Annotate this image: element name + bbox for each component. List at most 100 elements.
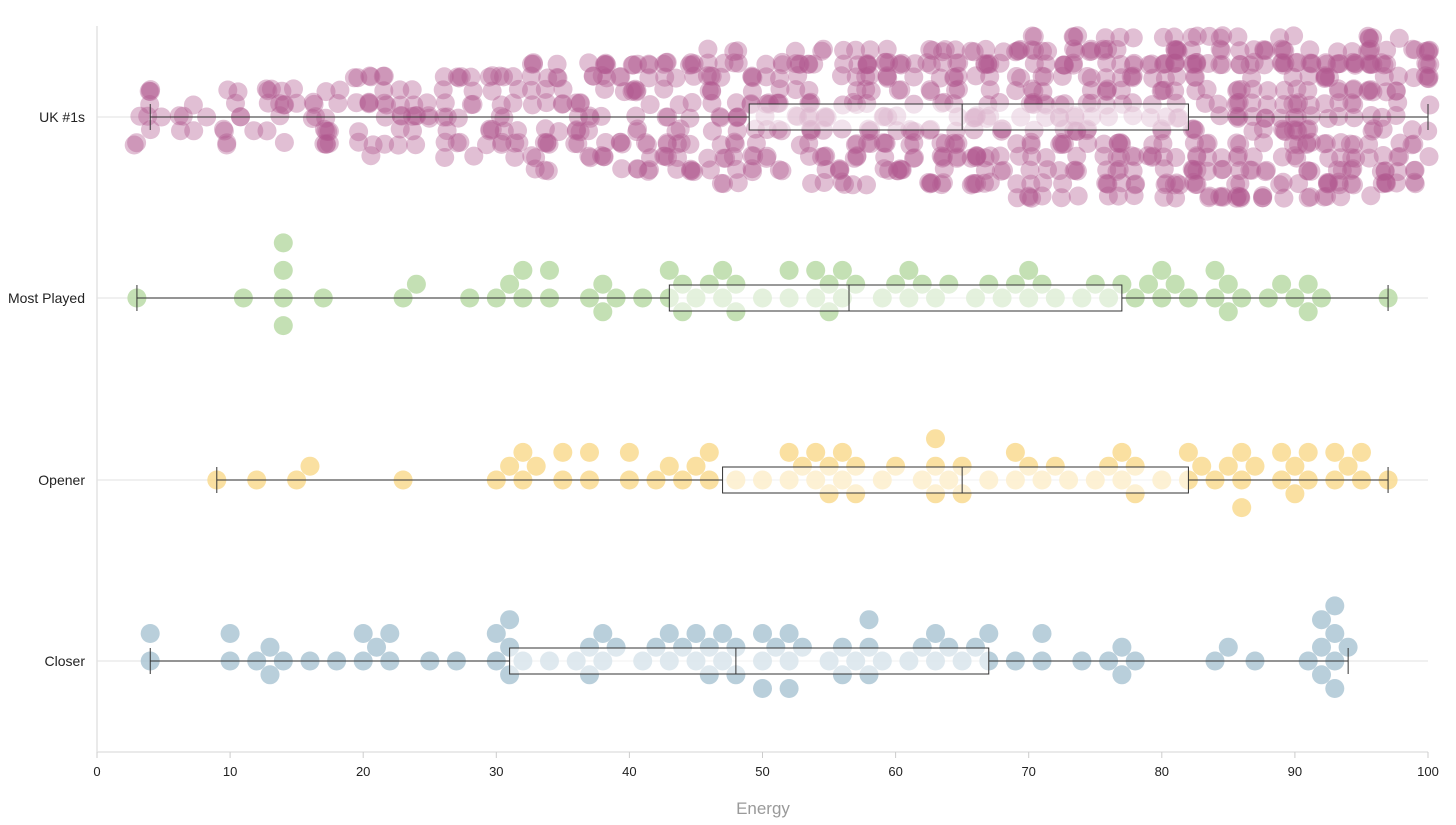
data-point bbox=[1054, 55, 1074, 75]
data-point bbox=[923, 41, 943, 60]
data-point bbox=[716, 148, 736, 168]
data-point bbox=[1343, 80, 1363, 100]
data-point bbox=[1107, 40, 1127, 59]
data-point bbox=[1315, 66, 1335, 86]
data-point bbox=[359, 94, 379, 114]
data-point bbox=[1124, 186, 1144, 206]
data-point bbox=[492, 134, 511, 154]
data-point bbox=[1287, 95, 1307, 115]
data-point bbox=[505, 133, 525, 153]
data-point bbox=[1182, 40, 1201, 60]
data-point bbox=[1312, 637, 1331, 657]
data-point bbox=[374, 66, 394, 86]
data-point bbox=[860, 40, 880, 60]
data-point bbox=[173, 106, 193, 126]
data-point bbox=[1053, 174, 1073, 194]
data-point bbox=[1019, 260, 1039, 280]
data-point bbox=[727, 121, 747, 141]
data-point bbox=[1125, 175, 1145, 195]
data-point bbox=[1287, 148, 1307, 168]
data-point bbox=[1152, 81, 1172, 100]
data-point bbox=[1253, 186, 1273, 206]
data-point bbox=[742, 82, 762, 102]
data-point bbox=[1051, 133, 1071, 152]
data-point bbox=[539, 134, 559, 154]
data-point bbox=[670, 119, 690, 139]
data-point bbox=[873, 133, 893, 153]
data-point bbox=[1182, 54, 1202, 74]
data-point bbox=[659, 624, 679, 643]
data-point bbox=[1272, 147, 1292, 167]
data-point bbox=[1298, 188, 1318, 208]
data-point bbox=[1275, 53, 1295, 73]
data-point bbox=[961, 148, 981, 168]
data-point bbox=[798, 54, 818, 74]
data-point bbox=[640, 95, 660, 115]
data-point bbox=[975, 173, 994, 193]
data-point bbox=[1054, 134, 1074, 154]
data-point bbox=[1298, 161, 1318, 181]
data-point bbox=[772, 161, 792, 181]
data-point bbox=[945, 40, 965, 60]
data-point bbox=[1107, 147, 1127, 167]
data-point bbox=[724, 132, 744, 152]
data-point bbox=[1243, 121, 1263, 141]
data-point bbox=[812, 147, 832, 167]
data-point bbox=[406, 106, 426, 126]
data-point bbox=[1112, 173, 1132, 193]
data-point bbox=[1111, 133, 1131, 153]
data-point bbox=[812, 41, 832, 61]
data-point bbox=[1098, 174, 1118, 194]
data-point bbox=[666, 68, 686, 88]
x-tick-label: 90 bbox=[1288, 764, 1302, 779]
data-point bbox=[891, 160, 911, 180]
data-point bbox=[1254, 40, 1274, 60]
data-point bbox=[390, 95, 410, 115]
data-point bbox=[680, 134, 700, 154]
data-point bbox=[1197, 79, 1217, 99]
data-point bbox=[638, 161, 658, 181]
data-point bbox=[417, 93, 437, 113]
data-point bbox=[464, 146, 484, 166]
data-point bbox=[526, 456, 546, 476]
data-point bbox=[592, 66, 612, 86]
data-point bbox=[1360, 29, 1379, 49]
data-point bbox=[1009, 41, 1029, 61]
data-point bbox=[1298, 274, 1318, 294]
data-point bbox=[876, 52, 896, 72]
data-point bbox=[724, 42, 744, 62]
data-point bbox=[1312, 665, 1331, 685]
data-point bbox=[657, 133, 677, 153]
data-point bbox=[1007, 174, 1027, 194]
data-point bbox=[1195, 93, 1215, 113]
data-point bbox=[273, 316, 293, 336]
data-point bbox=[140, 82, 160, 101]
data-point bbox=[1210, 39, 1230, 59]
data-point bbox=[861, 81, 881, 101]
data-point bbox=[1345, 53, 1365, 73]
data-point bbox=[1230, 134, 1250, 154]
data-point bbox=[966, 146, 986, 166]
category-labels: UK #1s Most Played Opener Closer bbox=[8, 109, 85, 669]
data-point bbox=[1010, 40, 1030, 59]
data-point bbox=[1068, 26, 1088, 46]
data-point bbox=[214, 121, 234, 141]
data-point bbox=[919, 173, 939, 192]
data-point bbox=[404, 95, 424, 115]
data-point bbox=[846, 40, 866, 60]
data-point bbox=[779, 679, 799, 698]
data-point bbox=[612, 134, 632, 154]
data-point bbox=[1165, 53, 1184, 73]
data-point bbox=[1255, 108, 1275, 128]
data-point bbox=[1329, 172, 1349, 192]
data-point bbox=[1096, 68, 1116, 88]
data-point bbox=[1196, 134, 1216, 154]
box-plots bbox=[136, 103, 1429, 675]
data-point bbox=[611, 132, 631, 152]
data-point bbox=[835, 174, 854, 194]
data-point bbox=[583, 66, 603, 86]
data-point bbox=[1032, 624, 1052, 643]
data-point bbox=[579, 146, 599, 166]
x-tick-label: 100 bbox=[1417, 764, 1439, 779]
data-point bbox=[482, 66, 502, 86]
